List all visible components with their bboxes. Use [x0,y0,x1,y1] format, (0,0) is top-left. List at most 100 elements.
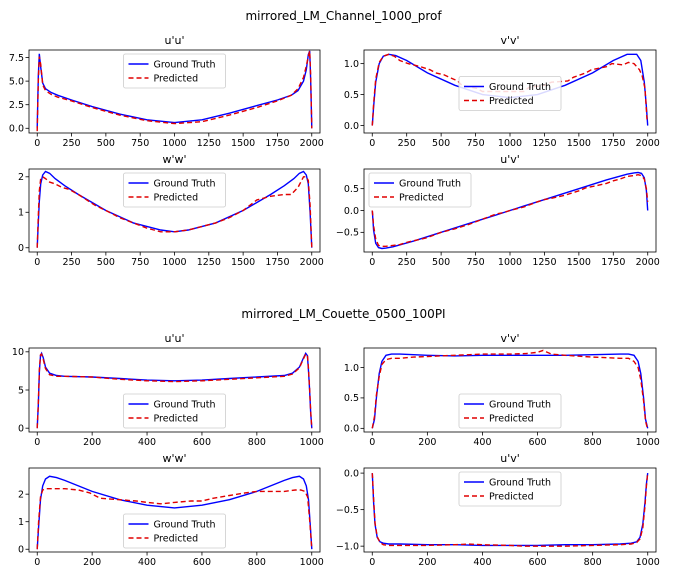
predicted-line [36,50,313,132]
predicted-line [36,352,313,429]
legend: Ground Truth Predicted [368,172,472,208]
legend-pred-label: Predicted [154,193,199,204]
x-tick-label: 1000 [636,437,660,448]
x-tick-label: 250 [62,138,80,149]
x-tick-label: 2000 [300,257,324,268]
y-tick-label: −0.5 [336,505,359,516]
y-tick-label: 0 [18,243,24,254]
axes-frame [363,467,657,553]
y-tick-label: 0.0 [344,468,359,479]
legend: Ground Truth Predicted [123,393,226,429]
legend-pred-label: Predicted [489,492,534,503]
subplot-title: u'v' [500,153,520,166]
x-tick-label: 800 [248,437,266,448]
x-tick-label: 1750 [265,138,289,149]
axes-frame [28,168,321,253]
x-tick-label: 1500 [231,138,255,149]
y-tick-label: 7.5 [9,53,24,64]
y-tick-label: 5 [18,385,24,396]
x-tick-label: 1750 [265,257,289,268]
legend-box [458,471,562,507]
legend-truth-label: Ground Truth [154,179,216,190]
y-tick-label: 10 [12,347,24,358]
axes-frame [28,49,321,134]
x-tick-label: 800 [584,557,602,568]
legend-truth-label: Ground Truth [489,82,551,93]
x-tick-label: 1500 [231,257,255,268]
figure-title-2: mirrored_LM_Couette_0500_100PI [241,307,446,321]
x-tick-label: 400 [138,437,156,448]
x-tick-label: 2000 [636,138,660,149]
y-tick-label: 1.0 [344,363,359,374]
x-tick-label: 400 [473,557,491,568]
subplot-title: w'w' [162,452,186,465]
subplot-2: v'v' 0 250 500 750 1000 1250 1500 1750 2000 0.0 0.5… [344,34,660,149]
x-tick-label: 0 [34,437,40,448]
legend: Ground Truth Predicted [458,393,562,429]
y-tick-label: 2 [18,172,24,183]
y-tick-label: 1 [18,208,24,219]
x-tick-label: 750 [466,138,484,149]
x-tick-label: 0 [34,557,40,568]
predicted-line [371,349,649,430]
ground-truth-line [36,475,313,550]
y-tick-label: 1.0 [344,59,359,70]
x-tick-label: 200 [83,557,101,568]
x-tick-label: 250 [398,257,416,268]
y-tick-label: 0.0 [344,206,359,217]
legend-box [123,513,226,549]
subplot-7: w'w' 0 200 400 600 800 1000 0 1 2 Ground Truth Pred… [18,452,324,568]
y-tick-label: 0.5 [344,393,359,404]
x-tick-label: 600 [193,557,211,568]
subplot-3: w'w' 0 250 500 750 1000 1250 1500 1750 2000 0 1 2 Gro… [18,153,324,268]
x-tick-label: 400 [473,437,491,448]
legend-box [123,393,226,429]
figure-title-1: mirrored_LM_Channel_1000_prof [245,9,442,23]
subplot-title: u'u' [165,332,185,345]
legend-truth-label: Ground Truth [154,400,216,411]
x-tick-label: 500 [432,257,450,268]
x-tick-label: 250 [398,138,416,149]
x-tick-label: 800 [584,437,602,448]
subplot-title: u'u' [165,34,185,47]
x-tick-label: 600 [193,437,211,448]
x-tick-label: 600 [528,437,546,448]
x-tick-label: 800 [248,557,266,568]
x-tick-label: 0 [34,257,40,268]
subplot-title: v'v' [500,332,519,345]
x-tick-label: 0 [369,437,375,448]
x-tick-label: 500 [432,138,450,149]
x-tick-label: 1500 [567,138,591,149]
x-tick-label: 1000 [498,257,522,268]
x-tick-label: 1250 [532,138,556,149]
x-tick-label: 1000 [300,557,324,568]
y-tick-label: 0.0 [344,121,359,132]
x-tick-label: 750 [466,257,484,268]
x-tick-label: 0 [34,138,40,149]
y-tick-label: 0.5 [344,184,359,195]
legend-box [368,172,472,208]
x-tick-label: 600 [528,557,546,568]
legend: Ground Truth Predicted [123,172,226,208]
legend-truth-label: Ground Truth [154,60,216,71]
y-tick-label: 0 [18,545,24,556]
ground-truth-line [36,170,313,248]
axes-frame [28,467,321,553]
x-tick-label: 400 [138,557,156,568]
legend-box [458,393,562,429]
axes-frame [363,347,657,433]
x-tick-label: 1250 [532,257,556,268]
x-tick-label: 2000 [300,138,324,149]
x-tick-label: 1000 [636,557,660,568]
y-tick-label: 0.5 [344,90,359,101]
x-tick-label: 250 [62,257,80,268]
legend-box [123,172,226,208]
legend-truth-label: Ground Truth [154,520,216,531]
x-tick-label: 1000 [162,257,186,268]
y-tick-label: 2 [18,489,24,500]
predicted-line [371,473,649,547]
predicted-line [371,173,649,248]
x-tick-label: 1750 [601,257,625,268]
axes-frame [28,347,321,433]
